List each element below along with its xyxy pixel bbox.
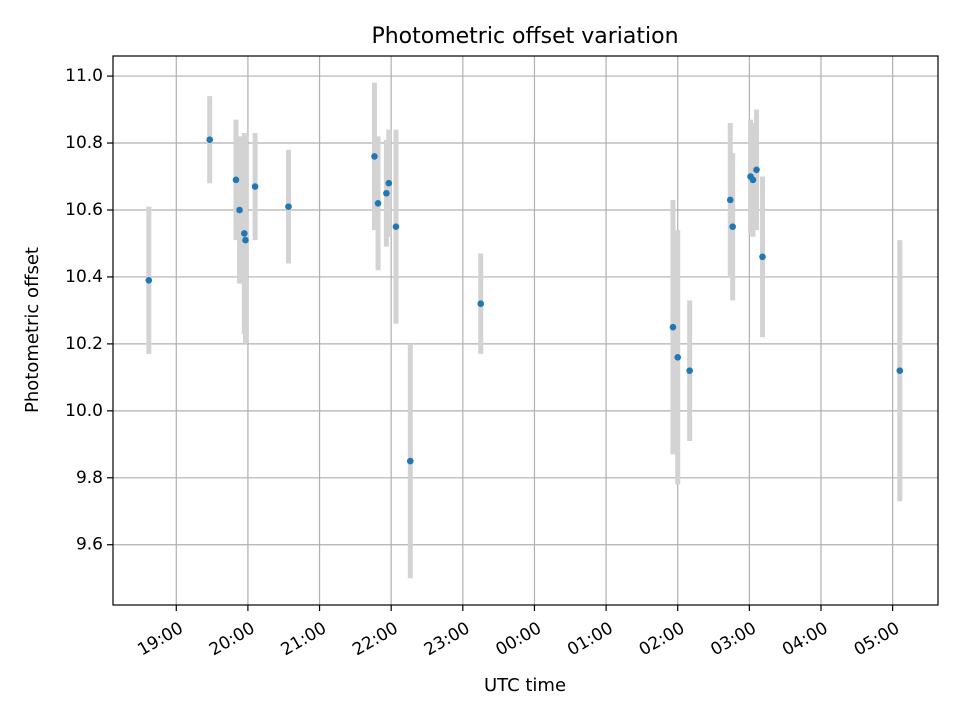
y-tick-label: 10.0 xyxy=(65,401,103,421)
y-tick-label: 11.0 xyxy=(65,66,103,86)
x-axis-label: UTC time xyxy=(484,675,566,696)
data-point xyxy=(385,179,393,187)
data-point xyxy=(236,206,243,214)
x-tick-label: 22:00 xyxy=(349,618,401,660)
x-tick-label: 03:00 xyxy=(707,618,759,660)
data-point xyxy=(753,166,760,174)
data-point xyxy=(374,199,382,207)
data-point xyxy=(749,176,757,184)
y-tick-label: 9.6 xyxy=(76,535,103,555)
data-point xyxy=(674,353,682,361)
x-tick-label: 05:00 xyxy=(851,618,903,660)
data-point xyxy=(759,253,766,261)
y-axis-ticks: 9.6 9.8 10.0 10.2 10.4 10.6 10.8 11.0 xyxy=(65,66,113,555)
data-point xyxy=(392,223,400,231)
y-tick-label: 9.8 xyxy=(76,468,103,488)
y-axis-label: Photometric offset xyxy=(22,247,43,413)
data-point xyxy=(206,136,214,143)
grid xyxy=(113,56,938,605)
data-point xyxy=(241,230,248,237)
data-point xyxy=(477,300,485,308)
x-tick-label: 01:00 xyxy=(564,618,616,660)
data-point xyxy=(729,223,736,231)
x-tick-label: 04:00 xyxy=(779,618,831,660)
plot-frame xyxy=(112,55,939,606)
data-point xyxy=(406,457,414,465)
x-tick-label: 00:00 xyxy=(493,618,545,660)
data-point xyxy=(726,196,734,204)
data-point xyxy=(285,203,292,210)
chart-title: Photometric offset variation xyxy=(371,24,678,49)
error-bars xyxy=(146,82,903,579)
x-tick-label: 02:00 xyxy=(636,618,688,660)
y-tick-label: 10.6 xyxy=(65,200,103,220)
data-point xyxy=(371,153,378,160)
data-point xyxy=(242,236,249,244)
y-tick-label: 10.2 xyxy=(65,334,103,354)
x-tick-label: 21:00 xyxy=(278,618,330,660)
x-tick-label: 23:00 xyxy=(421,618,473,660)
data-point xyxy=(251,183,259,190)
data-points xyxy=(145,136,904,465)
x-tick-label: 19:00 xyxy=(134,618,186,660)
x-axis-ticks: 19:00 20:00 21:00 22:00 23:00 00:00 01:00 02:00… xyxy=(134,605,903,660)
y-tick-label: 10.8 xyxy=(65,133,103,153)
data-point xyxy=(896,367,904,374)
x-tick-label: 20:00 xyxy=(206,618,258,660)
data-point xyxy=(145,276,153,284)
data-point xyxy=(232,176,240,184)
y-tick-label: 10.4 xyxy=(65,267,103,287)
data-point xyxy=(383,189,390,197)
data-point xyxy=(686,367,693,374)
data-point xyxy=(669,323,677,331)
